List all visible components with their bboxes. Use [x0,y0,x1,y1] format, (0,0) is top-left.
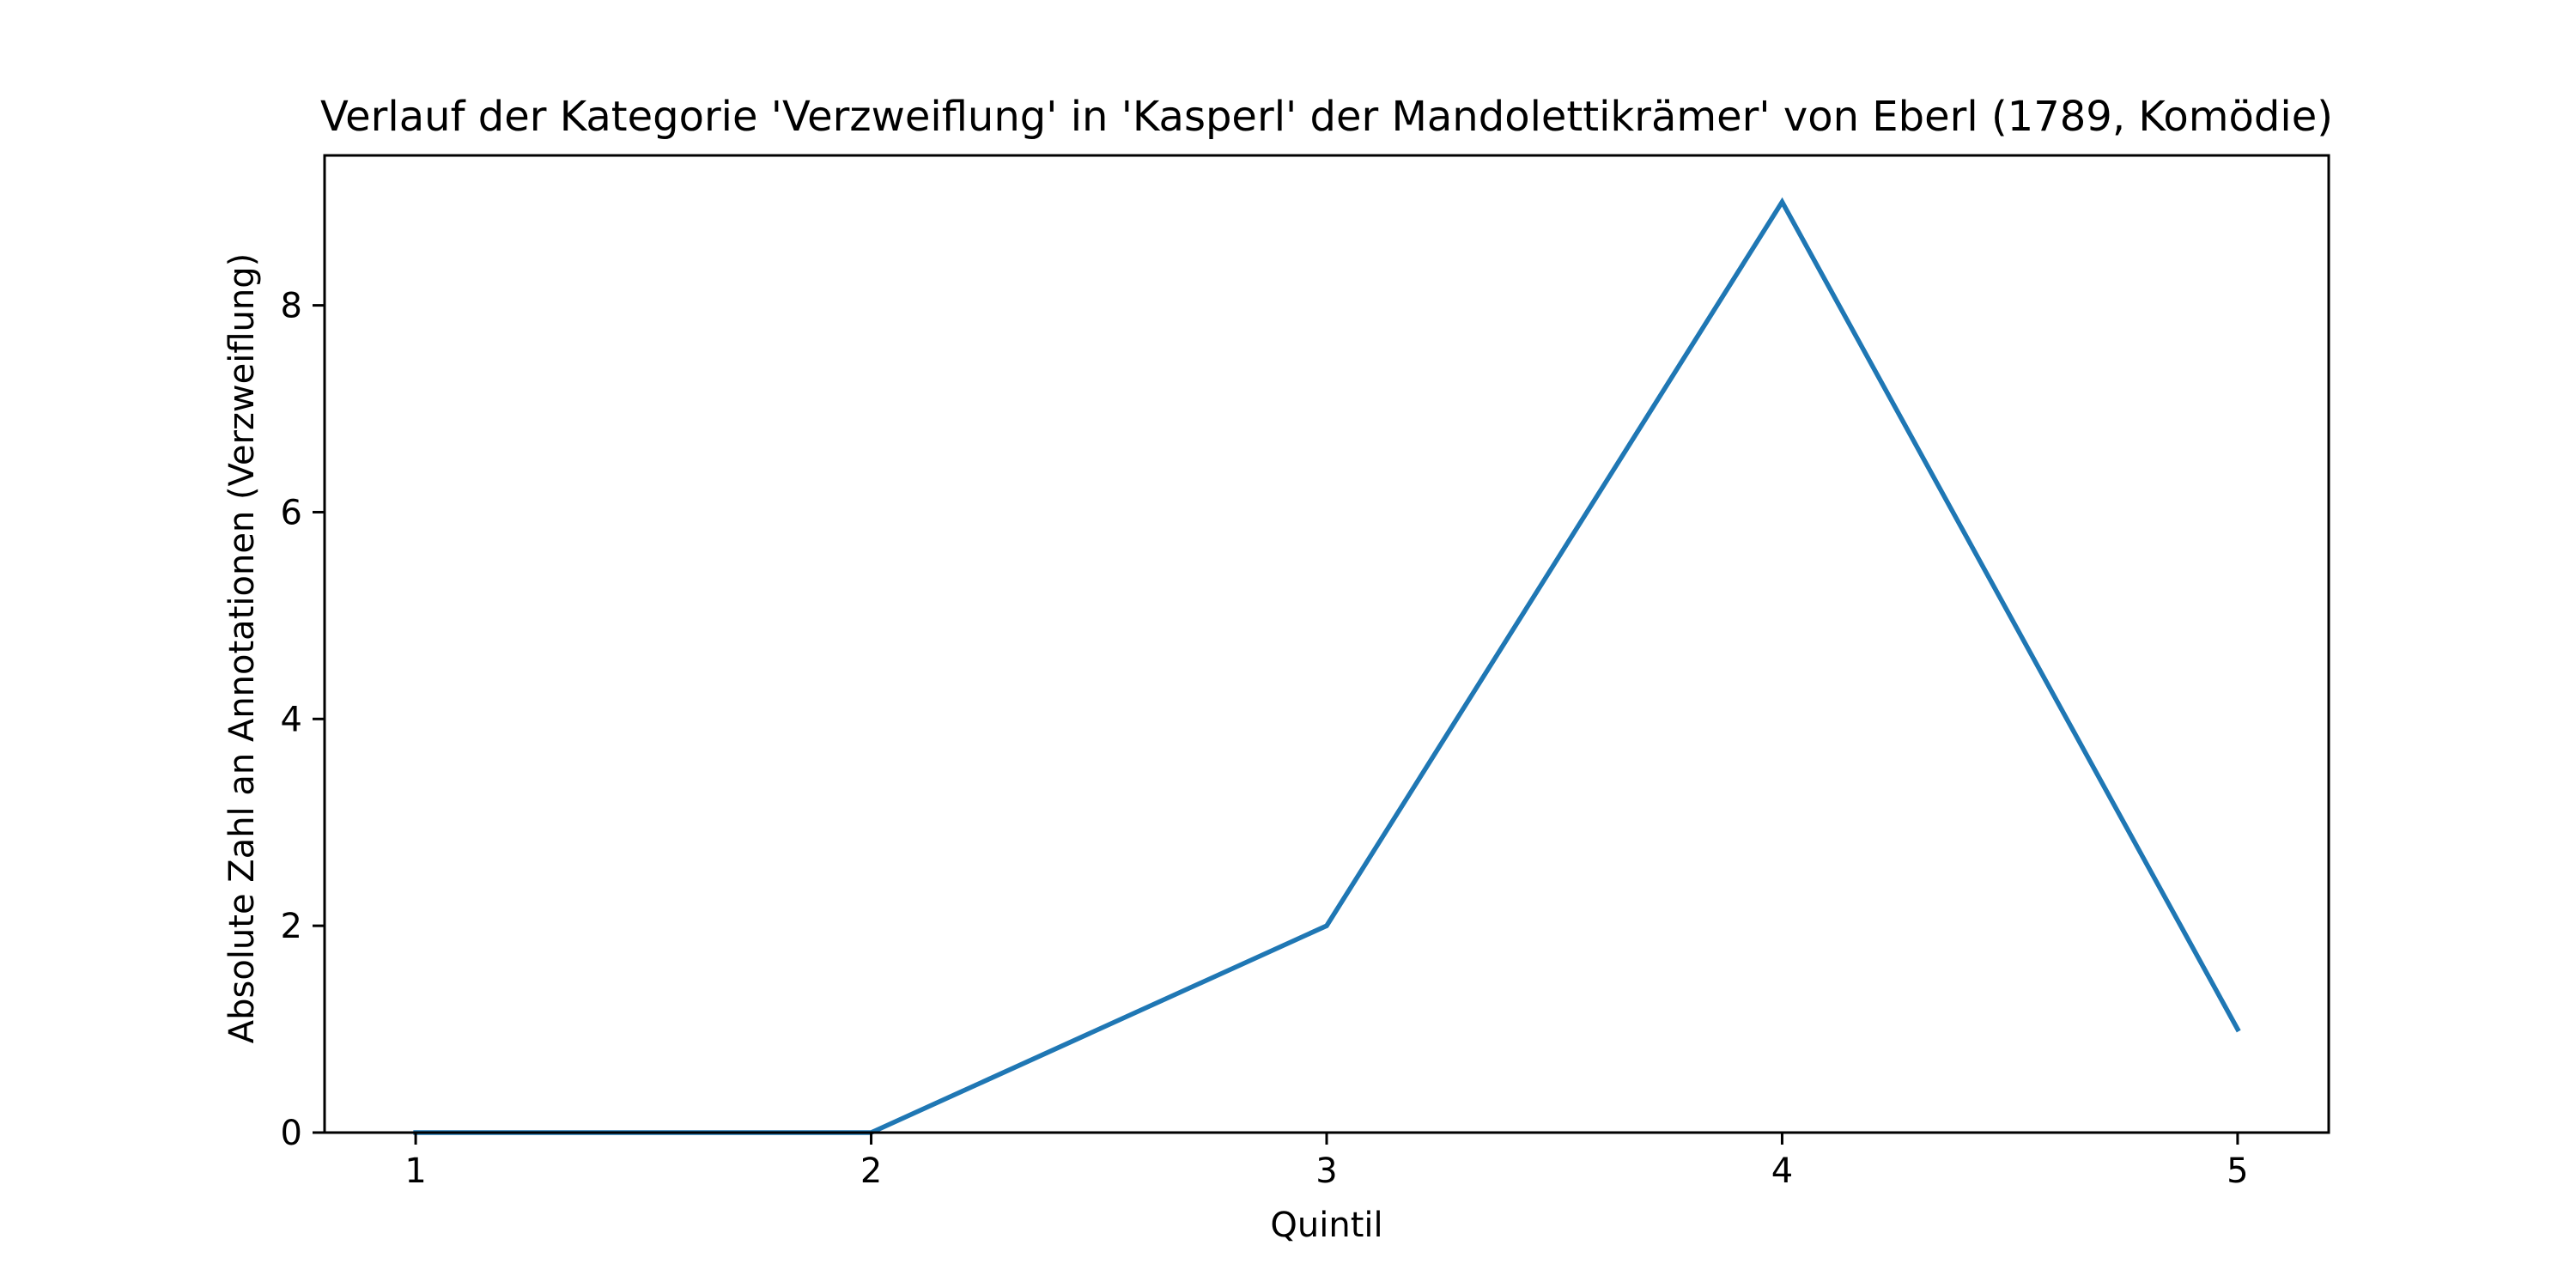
y-axis-ticks: 0 2 4 6 8 [281,287,325,1153]
x-axis-label: Quintil [1270,1206,1382,1245]
x-tick-label: 1 [404,1151,426,1191]
x-tick-label: 2 [860,1151,882,1191]
y-tick-label: 0 [281,1114,302,1153]
chart-title: Verlauf der Kategorie 'Verzweiflung' in … [320,93,2333,141]
y-tick-label: 2 [281,907,302,946]
y-axis-label: Absolute Zahl an Annotationen (Verzweifl… [222,253,262,1044]
x-tick-label: 4 [1771,1151,1793,1191]
plot-frame [323,154,2330,1134]
y-tick-label: 6 [281,493,302,532]
x-tick-label: 5 [2227,1151,2248,1191]
series-line [413,197,2241,1135]
y-tick-label: 8 [281,287,302,326]
x-axis-ticks: 1 2 3 4 5 [404,1133,2249,1191]
plot-area [413,197,2241,1135]
y-tick-label: 4 [281,700,302,739]
x-tick-label: 3 [1315,1151,1337,1191]
